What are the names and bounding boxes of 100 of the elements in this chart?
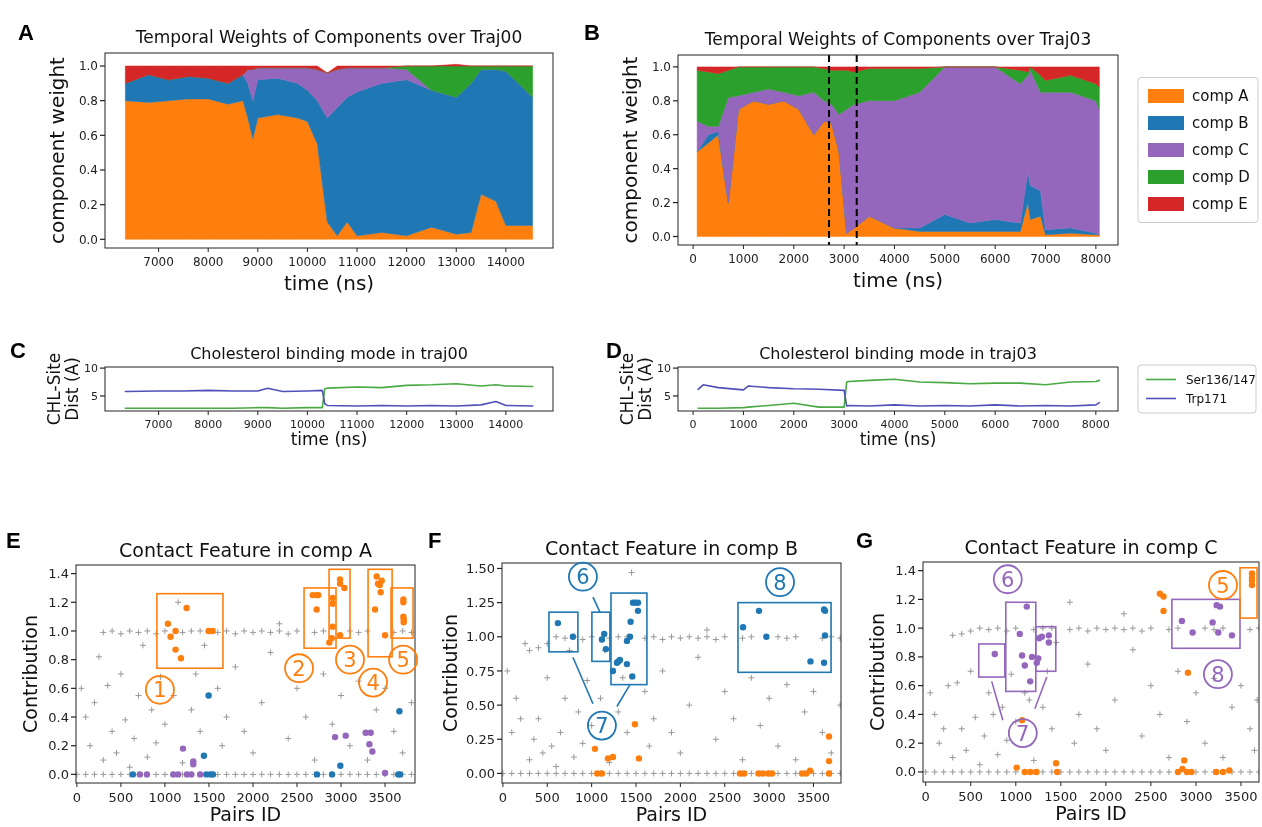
x-tick-label: 12000: [389, 418, 425, 431]
x-tick-label: 10000: [289, 418, 325, 431]
chart-title: Cholesterol binding mode in traj00: [190, 344, 468, 363]
x-axis-title: Pairs ID: [209, 803, 282, 825]
x-tick-label: 14000: [486, 255, 525, 269]
chart-title: Temporal Weights of Components over Traj03: [703, 29, 1092, 49]
x-tick-label: 3500: [796, 790, 831, 805]
y-tick-label: 1.4: [48, 566, 69, 582]
annotation: 4: [366, 671, 380, 696]
y-tick-label: 0.4: [651, 161, 671, 176]
y-tick-label: 1.0: [651, 60, 671, 75]
x-tick-label: 7000: [1031, 418, 1060, 431]
annotation: 1: [153, 678, 167, 703]
y-tick-label: 0.2: [78, 197, 98, 212]
x-axis-title: time (ns): [859, 429, 937, 449]
chart-title: Cholesterol binding mode in traj03: [759, 344, 1037, 363]
x-tick-label: 1000: [148, 790, 182, 805]
chart-title: Temporal Weights of Components over Traj00: [134, 27, 523, 47]
x-tick-label: 12000: [387, 255, 426, 269]
x-tick-label: 2000: [778, 252, 810, 266]
y-tick-label: 10: [657, 361, 671, 375]
x-tick-label: 5000: [929, 252, 961, 266]
x-tick-label: 4000: [879, 252, 910, 266]
annotation: 3: [343, 648, 357, 673]
legend-label: comp E: [1192, 195, 1248, 214]
y-tick-label: 5: [664, 389, 671, 403]
y-axis-title: Contribution: [865, 613, 888, 731]
x-tick-label: 2000: [236, 790, 270, 805]
x-tick-label: 7000: [143, 255, 174, 269]
x-tick-label: 0: [689, 418, 697, 431]
y-tick-label: 0.75: [466, 663, 495, 679]
x-tick-label: 1000: [728, 252, 759, 266]
y-tick-label: 1.50: [466, 561, 495, 577]
x-tick-label: 0: [72, 790, 82, 805]
x-tick-label: 7000: [1030, 252, 1061, 266]
y-tick-label: 0.0: [48, 766, 69, 782]
x-tick-label: 0: [689, 252, 697, 266]
x-tick-label: 8000: [194, 418, 223, 431]
x-tick-label: 3000: [1179, 789, 1213, 804]
legend-label: comp B: [1192, 114, 1249, 133]
x-tick-label: 8000: [1081, 418, 1110, 431]
x-tick-label: 14000: [488, 418, 524, 431]
y-tick-label: 0.6: [78, 128, 98, 143]
y-tick-label: 0.2: [651, 195, 671, 210]
x-tick-label: 500: [534, 790, 560, 805]
y-tick-label: 1.4: [895, 563, 916, 579]
x-tick-label: 2000: [779, 418, 808, 431]
text: A: [18, 20, 34, 45]
annotation: 5: [396, 648, 410, 673]
y-axis-title: Contribution: [438, 614, 461, 732]
y-axis-title: component weight: [45, 56, 69, 244]
legend-label: Trp171: [1185, 391, 1228, 406]
x-tick-label: 2500: [280, 790, 314, 805]
y-tick-label: 0.2: [895, 735, 916, 751]
annotation: 6: [1001, 567, 1015, 592]
y-tick-label: 0.6: [48, 680, 69, 696]
legend-label: comp C: [1192, 141, 1249, 160]
x-tick-label: 3500: [1224, 789, 1258, 804]
y-tick-label: 0.25: [466, 731, 495, 747]
y-tick-label: 0.2: [48, 738, 69, 754]
y-tick-label: 10: [84, 361, 98, 375]
x-tick-label: 3000: [828, 252, 860, 266]
y-tick-label: 0.0: [78, 232, 98, 247]
x-tick-label: 3500: [368, 790, 402, 805]
y-tick-label: 0.8: [78, 93, 98, 108]
y-tick-label: 0.8: [895, 649, 916, 665]
x-tick-label: 2000: [1089, 789, 1123, 804]
y-tick-label: 1.0: [78, 59, 98, 74]
y-tick-label: 1.0: [48, 623, 69, 639]
x-tick-label: 7000: [144, 418, 173, 431]
annotation: 7: [595, 714, 609, 739]
y-axis-title: component weight: [618, 56, 642, 244]
text: E: [6, 528, 21, 553]
y-tick-label: 0.4: [895, 706, 916, 722]
x-axis-title: time (ns): [290, 429, 368, 449]
y-tick-label: 0.00: [466, 765, 495, 781]
x-tick-label: 3000: [752, 790, 786, 805]
legend-label: comp D: [1192, 168, 1250, 187]
x-tick-label: 500: [958, 789, 984, 804]
x-tick-label: 1500: [1044, 789, 1078, 804]
x-tick-label: 1000: [999, 789, 1033, 804]
y-tick-label: 1.0: [895, 620, 916, 636]
y-tick-label: 1.2: [48, 594, 69, 610]
y-tick-label: 0.6: [895, 678, 916, 694]
x-tick-label: 500: [108, 790, 134, 805]
text: B: [584, 20, 600, 45]
x-tick-label: 8000: [192, 255, 224, 269]
text: C: [10, 338, 26, 363]
x-tick-label: 4000: [880, 418, 909, 431]
annotation: 8: [1211, 662, 1225, 687]
annotation: 5: [1216, 573, 1230, 598]
x-tick-label: 0: [921, 789, 930, 804]
y-tick-label: 1.00: [466, 629, 495, 645]
x-tick-label: 5000: [930, 418, 959, 431]
y-axis-title: Contribution: [18, 615, 41, 733]
text: G: [856, 528, 874, 553]
y-tick-label: 0.8: [651, 94, 671, 108]
y-tick-label: 0.4: [78, 163, 98, 178]
x-axis-title: Pairs ID: [1055, 802, 1127, 824]
y-tick-label: 0.0: [651, 229, 671, 244]
